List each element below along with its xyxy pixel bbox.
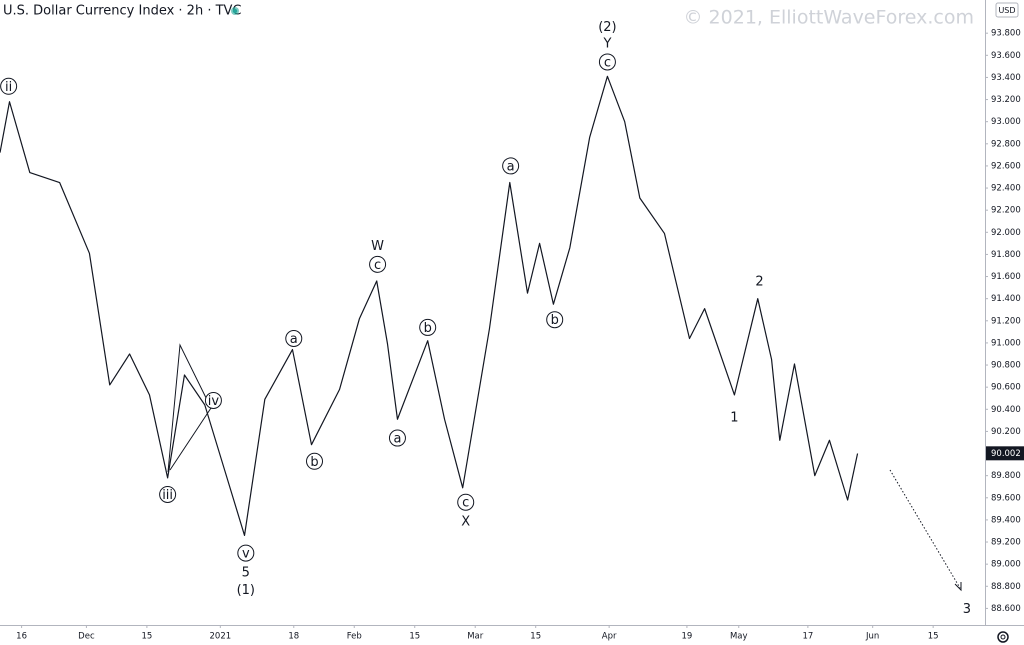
wave-label: a <box>393 432 401 447</box>
y-tick-label: 90.600 <box>991 383 1021 393</box>
wave-circle <box>419 318 437 336</box>
y-tick-label: 93.400 <box>991 73 1021 83</box>
x-tick-label: Feb <box>347 632 362 642</box>
y-tick-label: 91.800 <box>991 250 1021 260</box>
x-tick-label: May <box>730 632 748 642</box>
wave-label: (2) <box>598 20 616 35</box>
y-tick-label: 90.200 <box>991 427 1021 437</box>
wave-label: ii <box>5 80 12 95</box>
watermark: © 2021, ElliottWaveForex.com <box>684 7 974 29</box>
x-tick-label: 16 <box>16 632 27 642</box>
x-tick-label: 2021 <box>210 632 232 642</box>
y-tick-label: 88.800 <box>991 582 1021 592</box>
y-tick-label: 89.200 <box>991 538 1021 548</box>
currency-label: USD <box>998 6 1015 15</box>
y-tick-label: 93.000 <box>991 117 1021 127</box>
y-tick-label: 92.400 <box>991 184 1021 194</box>
wave-label: 5 <box>242 565 250 580</box>
wave-circle <box>598 53 616 71</box>
wave-label: b <box>424 321 432 336</box>
triangle <box>167 343 212 473</box>
wave-circle <box>0 77 18 95</box>
wave-label: a <box>290 332 298 347</box>
x-tick-label: 15 <box>409 632 420 642</box>
wave-label: W <box>371 239 384 254</box>
y-tick-label: 93.800 <box>991 29 1021 39</box>
wave-circle <box>546 311 564 329</box>
x-tick-label: 15 <box>928 632 939 642</box>
x-tick-label: Apr <box>602 632 617 642</box>
x-tick-label: 15 <box>141 632 152 642</box>
last-price-label: 90.002 <box>991 449 1021 459</box>
wave-label: b <box>310 455 318 470</box>
wave-circle <box>237 544 255 562</box>
y-tick-label: 92.600 <box>991 161 1021 171</box>
chart-title: U.S. Dollar Currency Index · 2h · TVC <box>3 4 242 19</box>
wave-label: a <box>507 159 515 174</box>
y-tick-label: 92.000 <box>991 228 1021 238</box>
wave-circle <box>369 255 387 273</box>
x-tick-label: Jun <box>865 632 879 642</box>
wave-circle <box>388 429 406 447</box>
wave-label: iv <box>208 394 220 409</box>
wave-label: X <box>461 515 470 530</box>
wave-label: v <box>242 547 250 562</box>
y-tick-label: 89.600 <box>991 493 1021 503</box>
wave-label: 1 <box>730 411 738 426</box>
wave-circle <box>285 329 303 347</box>
x-tick-label: Mar <box>467 632 484 642</box>
wave-circle <box>204 391 222 409</box>
wave-label: c <box>462 496 469 511</box>
x-tick-label: 19 <box>681 632 692 642</box>
status-dot <box>232 8 238 14</box>
x-tick-label: Dec <box>78 632 95 642</box>
x-tick-label: 18 <box>288 632 299 642</box>
y-tick-label: 91.400 <box>991 294 1021 304</box>
y-tick-label: 93.600 <box>991 51 1021 61</box>
y-tick-label: 88.600 <box>991 604 1021 614</box>
y-tick-label: 93.200 <box>991 95 1021 105</box>
wave-label: 3 <box>963 602 971 617</box>
y-tick-label: 92.200 <box>991 206 1021 216</box>
y-tick-label: 89.800 <box>991 471 1021 481</box>
y-tick-label: 91.200 <box>991 316 1021 326</box>
y-tick-label: 91.600 <box>991 272 1021 282</box>
wave-label: b <box>551 313 559 328</box>
wave-label: (1) <box>237 583 255 598</box>
price-line <box>0 75 859 536</box>
y-tick-label: 89.400 <box>991 515 1021 525</box>
y-tick-label: 90.400 <box>991 405 1021 415</box>
wave-label: c <box>604 55 611 70</box>
last-price-box <box>986 446 1024 461</box>
wave-circle <box>306 452 324 470</box>
wave-circle <box>159 485 177 503</box>
wave-label: c <box>374 258 381 273</box>
y-tick-label: 89.000 <box>991 560 1021 570</box>
x-tick-label: 17 <box>802 632 813 642</box>
wave-circle <box>457 493 475 511</box>
y-tick-label: 92.800 <box>991 139 1021 149</box>
y-tick-label: 91.000 <box>991 338 1021 348</box>
wave-circle <box>502 157 520 175</box>
arrow-head <box>954 582 962 592</box>
currency-badge <box>995 2 1019 18</box>
wave-label: iii <box>162 488 173 503</box>
y-tick-label: 90.800 <box>991 361 1021 371</box>
settings-icon[interactable] <box>997 631 1009 643</box>
x-tick-label: 15 <box>530 632 541 642</box>
wave-label: Y <box>602 37 611 52</box>
wave-label: 2 <box>755 274 763 289</box>
